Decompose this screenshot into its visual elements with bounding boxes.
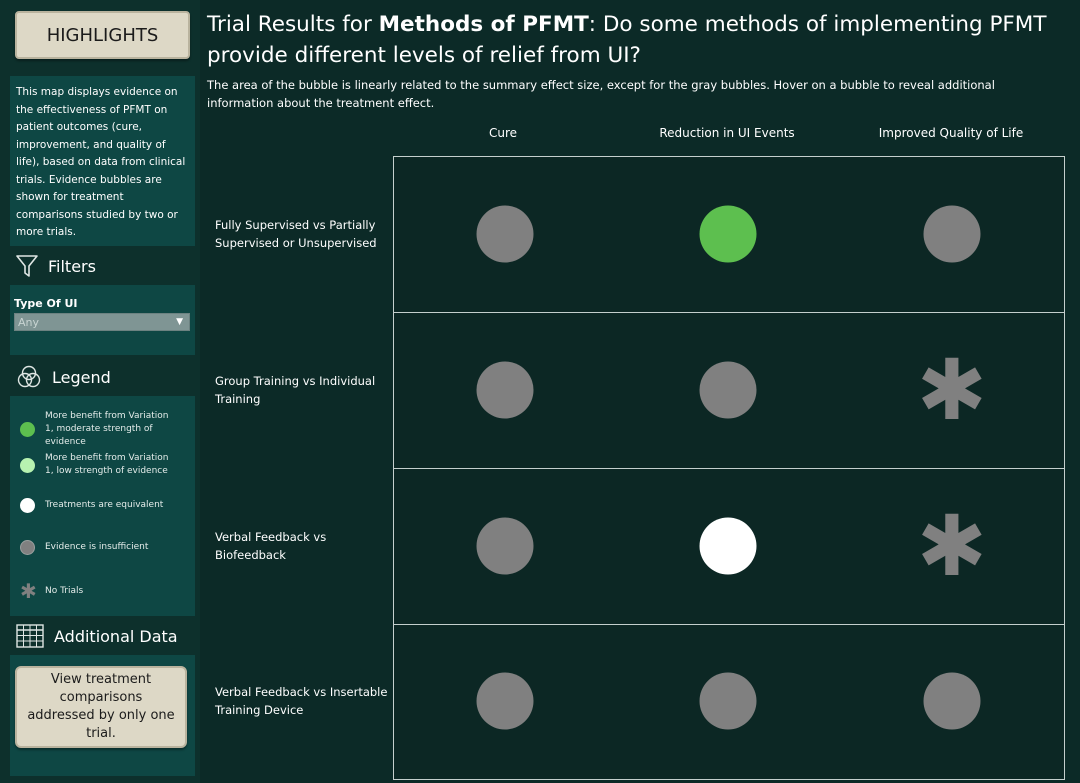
legend-item-no-trials: ✱ No Trials: [20, 579, 84, 603]
evidence-bubble-moderate[interactable]: [699, 205, 757, 263]
venn-icon: [17, 365, 41, 388]
title-prefix: Trial Results for: [207, 12, 379, 37]
evidence-bubble-insufficient[interactable]: [699, 672, 757, 730]
filter-value: Any: [18, 315, 40, 329]
legend-label: More benefit from Variation 1, low stren…: [45, 453, 169, 476]
filters-panel: Type Of UI Any ▼: [10, 285, 195, 355]
column-header-quality: Improved Quality of Life: [878, 126, 1024, 140]
legend-label: Evidence is insufficient: [45, 542, 149, 552]
evidence-bubble-equivalent[interactable]: [699, 517, 757, 575]
legend-header: Legend: [10, 360, 195, 394]
row-divider: [394, 624, 1064, 625]
legend-label: No Trials: [45, 586, 84, 596]
light-green-circle-icon: [20, 457, 35, 473]
filter-label: Type Of UI: [14, 297, 78, 310]
legend-label: More benefit from Variation 1, moderate …: [45, 411, 169, 447]
additional-data-panel: View treatment comparisons addressed by …: [10, 655, 195, 776]
asterisk-icon: ✱: [20, 579, 37, 603]
evidence-bubble-insufficient[interactable]: [476, 361, 534, 419]
intro-text: This map displays evidence on the effect…: [16, 86, 186, 238]
legend-item-insufficient: Evidence is insufficient: [20, 540, 148, 555]
additional-data-header: Additional Data: [10, 619, 195, 653]
subtitle: The area of the bubble is linearly relat…: [207, 78, 995, 110]
intro-panel: This map displays evidence on the effect…: [10, 76, 195, 246]
dropdown-arrow-icon: ▼: [176, 317, 183, 327]
legend-item-equivalent: Treatments are equivalent: [20, 498, 163, 513]
no-trials-asterisk-icon[interactable]: ✱: [916, 497, 988, 595]
gray-circle-icon: [20, 540, 35, 555]
legend-panel: More benefit from Variation 1, moderate …: [10, 396, 195, 616]
funnel-icon: [16, 255, 38, 277]
legend-item-moderate: More benefit from Variation 1, moderate …: [20, 410, 175, 449]
legend-item-low: More benefit from Variation 1, low stren…: [20, 452, 175, 478]
no-trials-asterisk-icon[interactable]: ✱: [916, 341, 988, 439]
highlights-button[interactable]: HIGHLIGHTS: [15, 11, 190, 59]
row-label: Verbal Feedback vs Biofeedback: [215, 530, 327, 562]
title-suffix: : Do some methods of implementing PFMT p…: [207, 12, 1047, 68]
row-divider: [394, 312, 1064, 313]
table-icon: [16, 624, 44, 648]
page-title: Trial Results for Methods of PFMT: Do so…: [207, 9, 1067, 71]
row-label: Group Training vs Individual Training: [215, 374, 376, 406]
row-label: Fully Supervised vs Partially Supervised…: [215, 218, 377, 250]
legend-title: Legend: [52, 367, 111, 387]
evidence-bubble-insufficient[interactable]: [476, 205, 534, 263]
evidence-bubble-insufficient[interactable]: [476, 517, 534, 575]
filters-header: Filters: [10, 249, 195, 283]
evidence-bubble-insufficient[interactable]: [923, 205, 981, 263]
row-divider: [394, 468, 1064, 469]
evidence-bubble-insufficient[interactable]: [476, 672, 534, 730]
white-circle-icon: [20, 498, 35, 513]
additional-data-title: Additional Data: [54, 626, 178, 646]
sidebar: HIGHLIGHTS This map displays evidence on…: [0, 0, 200, 783]
column-header-reduction: Reduction in UI Events: [659, 126, 795, 140]
legend-label: Treatments are equivalent: [45, 500, 164, 510]
green-circle-icon: [20, 422, 35, 437]
filters-title: Filters: [48, 256, 96, 276]
evidence-bubble-insufficient[interactable]: [699, 361, 757, 419]
view-single-trial-comparisons-button[interactable]: View treatment comparisons addressed by …: [15, 666, 187, 748]
row-label: Verbal Feedback vs Insertable Training D…: [215, 685, 388, 717]
evidence-bubble-insufficient[interactable]: [923, 672, 981, 730]
title-bold: Methods of PFMT: [378, 12, 589, 37]
type-of-ui-dropdown[interactable]: Any ▼: [14, 313, 190, 331]
column-header-cure: Cure: [488, 126, 518, 140]
